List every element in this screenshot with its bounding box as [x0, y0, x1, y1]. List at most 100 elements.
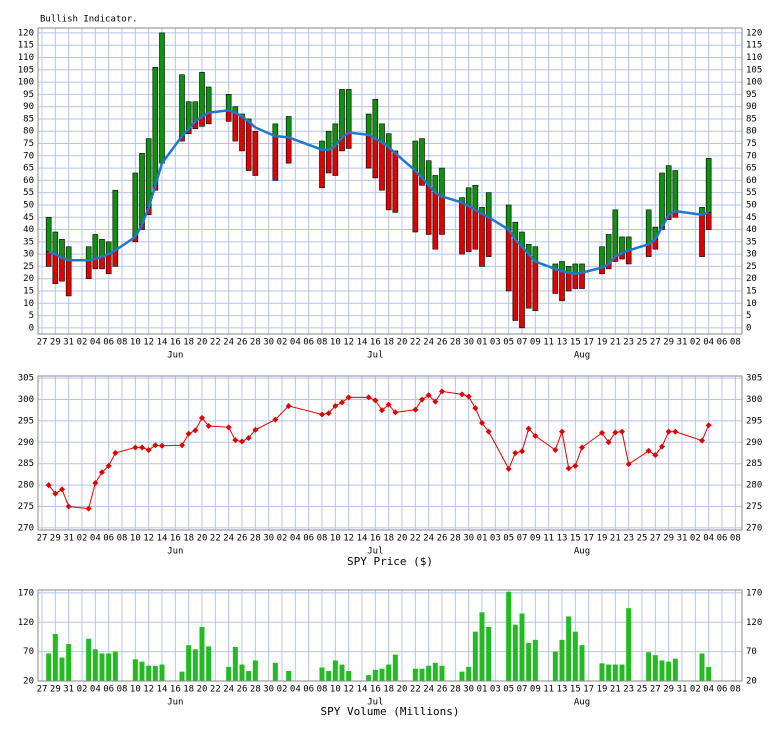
- x-tick-label: 27: [37, 534, 48, 544]
- price-marker: [319, 411, 325, 418]
- x-tick-label: 18: [383, 685, 394, 695]
- y-tick-label: 70: [23, 647, 34, 657]
- bar-down: [385, 146, 392, 211]
- y-tick-label-right: 90: [746, 102, 757, 112]
- bar-up: [505, 204, 512, 230]
- bar-down: [472, 209, 479, 250]
- volume-bar: [572, 631, 578, 681]
- bar-up: [85, 246, 92, 261]
- price-marker: [159, 442, 165, 449]
- y-tick-label-right: 10: [746, 299, 757, 309]
- price-marker: [465, 393, 472, 400]
- y-tick-label: 35: [23, 237, 34, 247]
- bar-down: [552, 268, 559, 294]
- x-tick-label: 31: [677, 534, 688, 544]
- y-tick-label: 10: [23, 299, 34, 309]
- y-tick-label-right: 270: [746, 523, 762, 533]
- bar-down: [372, 138, 379, 179]
- x-tick-label: 31: [63, 685, 74, 695]
- bar-up: [59, 239, 65, 259]
- y-tick-label-right: 50: [746, 200, 757, 210]
- x-tick-label: 24: [423, 534, 434, 544]
- x-tick-label: 06: [303, 338, 314, 348]
- x-tick-label: 19: [597, 338, 608, 348]
- x-tick-label: 01: [477, 338, 488, 348]
- y-tick-label: 5: [29, 311, 34, 321]
- price-marker: [599, 429, 605, 436]
- bar-down: [699, 214, 705, 257]
- x-tick-label: 10: [130, 685, 141, 695]
- x-tick-label: 10: [130, 534, 141, 544]
- volume-bar: [99, 653, 105, 681]
- x-tick-label: 02: [77, 534, 88, 544]
- y-tick-label-right: 40: [746, 225, 757, 235]
- x-tick-label: 22: [410, 338, 421, 348]
- month-label: Jun: [167, 547, 183, 557]
- x-tick-label: 30: [263, 534, 274, 544]
- x-tick-label: 16: [170, 338, 181, 348]
- price-marker: [699, 437, 705, 444]
- x-tick-label: 26: [237, 534, 248, 544]
- bar-up: [705, 157, 712, 213]
- x-tick-label: 01: [477, 685, 488, 695]
- price-marker: [505, 465, 512, 472]
- x-tick-label: 04: [290, 685, 301, 695]
- price-marker: [112, 450, 119, 456]
- x-tick-label: 04: [703, 534, 714, 544]
- bar-up: [659, 172, 665, 228]
- month-label: Aug: [574, 698, 590, 708]
- y-tick-label-right: 115: [746, 41, 762, 51]
- x-tick-label: 13: [557, 685, 568, 695]
- bar-up: [599, 246, 605, 268]
- price-marker: [612, 429, 619, 436]
- volume-bar: [272, 662, 278, 681]
- volume-bar: [52, 634, 58, 681]
- y-tick-label: 280: [18, 481, 34, 491]
- bar-down: [285, 137, 292, 164]
- bar-down: [252, 130, 259, 176]
- volume-bar: [66, 644, 72, 681]
- bar-up: [192, 101, 199, 122]
- volume-bar: [659, 660, 665, 681]
- volume-bar: [86, 638, 92, 681]
- volume-bar: [106, 653, 112, 681]
- bar-up: [605, 234, 612, 265]
- x-tick-label: 28: [250, 534, 261, 544]
- y-tick-label-right: 170: [746, 588, 762, 598]
- volume-bar: [239, 664, 245, 681]
- price-marker: [365, 394, 372, 401]
- y-tick-label: 20: [23, 677, 34, 687]
- x-tick-label: 20: [397, 338, 408, 348]
- volume-bar: [192, 649, 198, 681]
- price-marker: [285, 402, 292, 409]
- volume-bar: [252, 660, 258, 681]
- bar-down: [325, 149, 332, 174]
- x-tick-label: 22: [210, 338, 221, 348]
- y-tick-label: 70: [23, 151, 34, 161]
- volume-bar: [319, 667, 325, 681]
- y-tick-label: 110: [18, 53, 34, 63]
- bar-up: [325, 130, 332, 150]
- price-marker: [45, 482, 52, 489]
- x-tick-label: 14: [357, 685, 368, 695]
- x-tick-label: 04: [90, 338, 101, 348]
- y-tick-label: 45: [23, 213, 34, 223]
- x-tick-label: 29: [50, 338, 61, 348]
- volume-bar: [179, 671, 185, 681]
- x-tick-label: 12: [143, 338, 154, 348]
- y-tick-label-right: 280: [746, 481, 762, 491]
- bar-up: [92, 234, 99, 260]
- y-tick-label-right: 20: [746, 677, 757, 687]
- y-tick-label: 80: [23, 127, 34, 137]
- x-tick-label: 24: [223, 685, 234, 695]
- x-tick-label: 29: [663, 338, 674, 348]
- volume-bar: [112, 651, 118, 681]
- x-tick-label: 08: [317, 685, 328, 695]
- x-tick-label: 09: [530, 534, 541, 544]
- y-tick-label: 270: [18, 523, 34, 533]
- volume-bar: [186, 645, 192, 681]
- x-tick-label: 06: [717, 338, 728, 348]
- x-tick-label: 22: [410, 685, 421, 695]
- y-tick-label-right: 30: [746, 250, 757, 260]
- volume-bar: [606, 664, 612, 681]
